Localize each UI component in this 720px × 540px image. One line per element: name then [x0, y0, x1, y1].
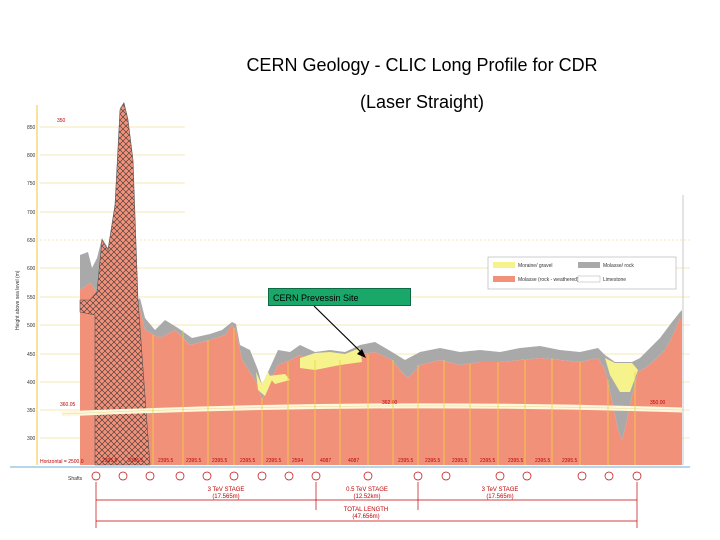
tick-500: 500 — [27, 323, 36, 329]
stage-left-length: (17.565m) — [212, 494, 239, 500]
tick-650: 650 — [27, 238, 36, 244]
segment-length: 2594 — [292, 458, 303, 464]
total-length-title: TOTAL LENGTH — [344, 507, 389, 513]
horizontal-label: Horizontal = 2500.0 — [40, 459, 84, 465]
elevation-tick-labels: 850 800 750 700 650 600 550 500 450 400 … — [27, 125, 36, 442]
page-title: CERN Geology - CLIC Long Profile for CDR — [246, 55, 598, 75]
shaft-marker — [284, 471, 294, 481]
total-length-value: (47.656m) — [352, 514, 379, 520]
shaft-marker — [577, 471, 587, 481]
shaft-marker — [441, 471, 451, 481]
yellow-pocket-4 — [268, 374, 290, 384]
page-subtitle: (Laser Straight) — [359, 92, 485, 112]
segment-length: 2395.5 — [128, 458, 144, 464]
callout-arrow-head — [357, 349, 366, 358]
tick-300: 300 — [27, 436, 36, 442]
shaft-markers — [91, 471, 642, 481]
segment-length: 2395.5 — [508, 458, 524, 464]
legend: Moraine/ gravel Molasse/ rock Molasse (r… — [487, 256, 677, 290]
segment-length: 2395.5 — [535, 458, 551, 464]
tick-600: 600 — [27, 266, 36, 272]
shaft-marker — [604, 471, 614, 481]
segment-length: 2395.5 — [425, 458, 441, 464]
shaft-marker — [257, 471, 267, 481]
callout-arrow-line — [313, 305, 365, 356]
shafts-label: Shafts — [68, 476, 83, 482]
tick-550: 550 — [27, 295, 36, 301]
shaft-marker — [522, 471, 532, 481]
shaft-marker — [363, 471, 373, 481]
segment-length: 4087 — [320, 458, 331, 464]
stage-dimensions — [95, 482, 638, 528]
segment-length: 2395.5 — [266, 458, 282, 464]
moraine-layer — [80, 102, 682, 440]
shaft-marker — [311, 471, 321, 481]
segment-length: 2395.5 — [452, 458, 468, 464]
stage-right-length: (17.565m) — [486, 494, 513, 500]
shaft-marker — [145, 471, 155, 481]
legend-label-moraine: Moraine/ gravel — [518, 263, 552, 269]
tick-800: 800 — [27, 153, 36, 159]
shaft-marker — [632, 471, 642, 481]
stage-left-title: 3 TeV STAGE — [208, 487, 245, 493]
shaft-marker — [229, 471, 239, 481]
tick-850: 850 — [27, 125, 36, 131]
level-label-left: 360.05 — [60, 402, 76, 408]
level-label-mid: 362.00 — [382, 400, 398, 406]
shaft-marker — [413, 471, 423, 481]
legend-swatch-moraine — [493, 262, 515, 268]
tick-700: 700 — [27, 210, 36, 216]
legend-swatch-limestone — [577, 275, 601, 283]
tick-400: 400 — [27, 380, 36, 386]
segment-length: 4087 — [348, 458, 359, 464]
legend-swatch-molasse — [578, 262, 600, 268]
legend-label-limestone: Limestone — [603, 277, 626, 283]
yellow-pocket-1 — [256, 372, 272, 396]
legend-swatch-weathered — [493, 276, 515, 282]
stage-mid-length: (12.52km) — [353, 494, 380, 500]
segment-length-labels: 2395.5 2395.5 2395.5 2395.5 2395.5 2395.… — [102, 458, 578, 464]
top-left-label: 350 — [57, 118, 66, 124]
y-axis-label: Height above sea level (m) — [15, 270, 21, 330]
legend-label-weathered: Molasse (rock - weathered) — [518, 277, 579, 283]
stage-right-title: 3 TeV STAGE — [482, 487, 519, 493]
shaft-marker — [91, 471, 101, 481]
segment-length: 2395.5 — [102, 458, 118, 464]
yellow-pocket-3 — [605, 358, 638, 392]
shaft-marker — [175, 471, 185, 481]
callout-cern-prevessin-site: CERN Prevessin Site — [268, 288, 411, 306]
segment-length: 2395.5 — [186, 458, 202, 464]
segment-length: 2395.5 — [158, 458, 174, 464]
yellow-pocket-2 — [300, 348, 362, 370]
segment-length: 2395.5 — [562, 458, 578, 464]
level-label-right: 350.00 — [650, 400, 666, 406]
tick-750: 750 — [27, 181, 36, 187]
stage-mid-title: 0.5 TeV STAGE — [346, 487, 388, 493]
segment-length: 2395.5 — [398, 458, 414, 464]
legend-label-molasse: Molasse/ rock — [603, 263, 634, 269]
shaft-marker — [118, 471, 128, 481]
tick-350: 350 — [27, 408, 36, 414]
hatched-shaft-zone — [79, 102, 151, 466]
shaft-marker — [495, 471, 505, 481]
segment-length: 2395.5 — [480, 458, 496, 464]
tick-450: 450 — [27, 352, 36, 358]
segment-length: 2395.5 — [212, 458, 228, 464]
molasse-layer — [80, 103, 682, 465]
shaft-lines — [152, 328, 636, 465]
shaft-marker — [202, 471, 212, 481]
segment-length: 2395.5 — [240, 458, 256, 464]
